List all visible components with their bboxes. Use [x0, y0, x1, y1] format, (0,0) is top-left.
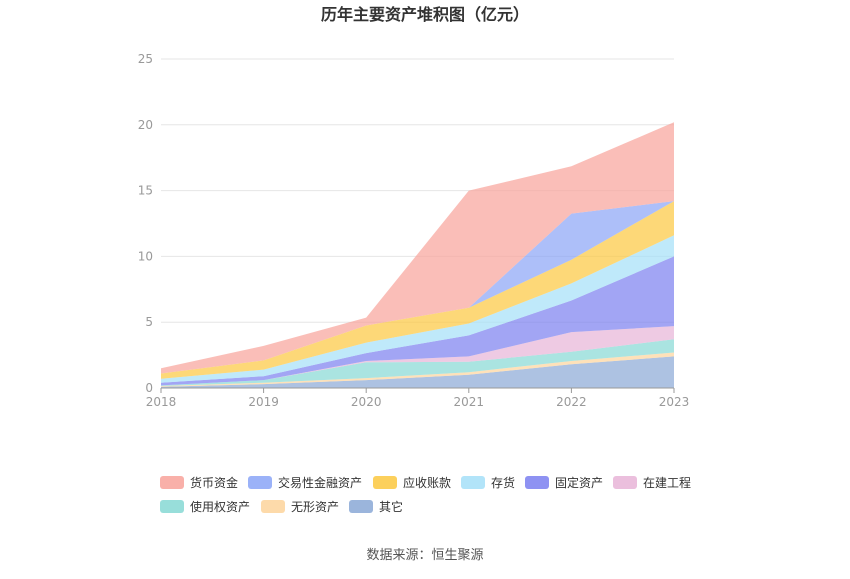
- legend-label: 应收账款: [403, 475, 451, 490]
- legend-swatch: [461, 476, 485, 489]
- legend-item[interactable]: 固定资产: [525, 475, 603, 490]
- legend-swatch: [160, 500, 184, 513]
- area-series-0[interactable]: [161, 356, 674, 388]
- legend-label: 无形资产: [291, 500, 339, 514]
- area-series-2[interactable]: [161, 339, 674, 386]
- y-tick-label: 25: [138, 52, 153, 66]
- area-series-3[interactable]: [161, 326, 674, 386]
- legend-label: 固定资产: [555, 475, 603, 490]
- legend-swatch: [613, 476, 637, 489]
- x-tick-label: 2018: [146, 395, 177, 409]
- legend-label: 货币资金: [190, 475, 238, 490]
- x-tick-label: 2023: [659, 395, 690, 409]
- legend-label: 在建工程: [643, 475, 691, 490]
- legend-label: 使用权资产: [190, 499, 250, 514]
- legend-item[interactable]: 在建工程: [613, 475, 691, 490]
- data-source-note: 数据来源：恒生聚源: [366, 548, 483, 563]
- area-series-layer: [161, 122, 674, 388]
- y-tick-label: 15: [138, 184, 153, 198]
- x-tick-label: 2021: [454, 395, 485, 409]
- legend-item[interactable]: 交易性金融资产: [248, 475, 362, 490]
- x-tick-label: 2019: [248, 395, 279, 409]
- legend-swatch: [349, 500, 373, 513]
- legend-swatch: [261, 500, 285, 513]
- legend-item[interactable]: 无形资产: [261, 500, 339, 514]
- legend-swatch: [248, 476, 272, 489]
- axes: 0 5 10 15 20 25 2018 2019 2020 2021 2022 2023: [138, 52, 690, 409]
- area-series-4[interactable]: [161, 256, 674, 386]
- legend-swatch: [525, 476, 549, 489]
- legend-item[interactable]: 货币资金: [160, 475, 238, 490]
- legend-item[interactable]: 使用权资产: [160, 499, 250, 514]
- legend-label: 其它: [379, 499, 403, 514]
- legend-item[interactable]: 其它: [349, 499, 403, 514]
- area-series-7[interactable]: [161, 201, 674, 374]
- legend-item[interactable]: 应收账款: [373, 475, 451, 490]
- y-tick-label: 0: [145, 381, 153, 395]
- area-series-8[interactable]: [161, 122, 674, 374]
- legend-swatch: [160, 476, 184, 489]
- y-tick-label: 10: [138, 249, 153, 263]
- legend-swatch: [373, 476, 397, 489]
- chart-title: 历年主要资产堆积图（亿元）: [321, 5, 529, 24]
- legend-label: 交易性金融资产: [278, 475, 362, 490]
- x-tick-label: 2022: [556, 395, 587, 409]
- legend-item[interactable]: 存货: [461, 475, 515, 490]
- legend-label: 存货: [491, 475, 515, 490]
- y-tick-label: 20: [138, 118, 153, 132]
- x-tick-label: 2020: [351, 395, 382, 409]
- y-tick-label: 5: [145, 315, 153, 329]
